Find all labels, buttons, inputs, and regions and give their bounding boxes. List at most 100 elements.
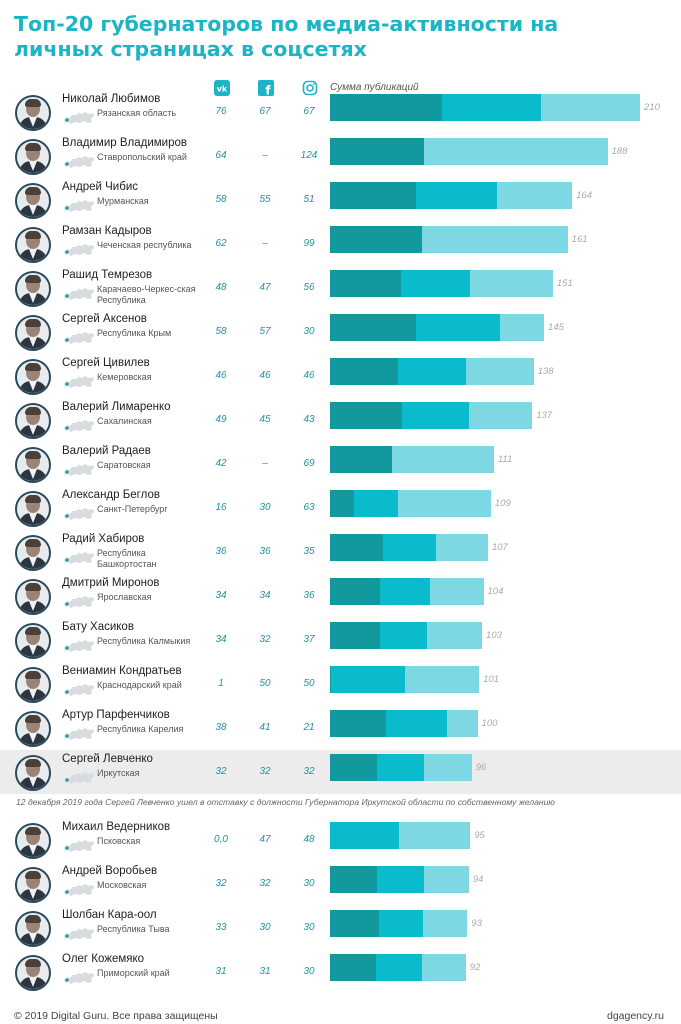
russia-map-icon [64, 244, 94, 256]
stacked-bar [330, 182, 573, 209]
avatar [15, 579, 51, 615]
instagram-count: 21 [303, 722, 315, 733]
svg-text:vk: vk [217, 85, 228, 94]
vk-bar-segment [330, 534, 384, 561]
svg-text:f: f [265, 84, 271, 97]
vk-count: 58 [215, 194, 227, 205]
facebook-bar-segment [415, 182, 497, 209]
vk-bar-segment [330, 710, 387, 737]
vk-count: 32 [215, 766, 227, 777]
instagram-count: 51 [303, 194, 315, 205]
governor-name: Дмитрий Миронов [62, 577, 160, 589]
governor-name: Рамзан Кадыров [62, 225, 152, 237]
facebook-bar-segment [383, 534, 437, 561]
instagram-count: 43 [303, 414, 315, 425]
instagram-bar-segment [427, 622, 483, 649]
avatar [15, 911, 51, 947]
governor-row: Рамзан Кадыров Чеченская республика 62 – 99 1… [0, 222, 681, 266]
instagram-bar-segment [446, 710, 478, 737]
stacked-bar [330, 710, 478, 737]
governor-name: Сергей Левченко [62, 753, 153, 765]
stacked-bar [330, 490, 491, 517]
governor-name: Андрей Воробьев [62, 865, 158, 877]
instagram-bar-segment [424, 754, 472, 781]
governor-row: Александр Беглов Санкт-Петербург 16 30 63 109 [0, 486, 681, 530]
russia-map-icon [64, 884, 94, 896]
vk-count: 38 [215, 722, 227, 733]
facebook-count: 32 [259, 878, 271, 889]
governor-region: Краснодарский край [97, 680, 182, 690]
facebook-bar-segment [380, 578, 431, 605]
instagram-bar-segment [436, 534, 488, 561]
instagram-bar-segment [405, 666, 480, 693]
governor-region: Рязанская область [97, 108, 177, 118]
governor-row: Рашид Темрезов Карачаево-Черкес-ская Респ… [0, 266, 681, 310]
facebook-bar-segment [400, 270, 471, 297]
stacked-bar [330, 534, 488, 561]
governor-region: Кемеровская [97, 372, 152, 382]
facebook-count: – [262, 238, 268, 249]
site-link[interactable]: dgagency.ru [606, 1010, 664, 1022]
governor-name: Радий Хабиров [62, 533, 145, 545]
russia-map-icon [64, 772, 94, 784]
russia-map-icon [64, 728, 94, 740]
russia-map-icon [64, 508, 94, 520]
governor-region: Саратовская [97, 460, 151, 470]
total-label: 96 [475, 762, 487, 773]
vk-bar-segment [330, 226, 422, 253]
stacked-bar [330, 666, 480, 693]
facebook-count: 30 [259, 502, 271, 513]
governor-region: Республика Тыва [97, 924, 170, 934]
avatar [15, 667, 51, 703]
facebook-bar-segment [377, 754, 425, 781]
governor-name: Бату Хасиков [62, 621, 134, 633]
avatar [15, 955, 51, 991]
governor-region: Московская [97, 880, 147, 890]
instagram-bar-segment [399, 822, 471, 849]
instagram-bar-segment [424, 866, 469, 893]
total-label: 104 [487, 586, 504, 597]
total-label: 138 [537, 366, 554, 377]
instagram-icon [302, 80, 318, 98]
vk-bar-segment [330, 866, 378, 893]
russia-map-icon [64, 640, 94, 652]
sum-column-label: Сумма публикаций [330, 82, 419, 93]
facebook-count: 47 [259, 282, 271, 293]
stacked-bar [330, 138, 608, 165]
governor-region: Псковская [97, 836, 141, 846]
governor-row: Радий Хабиров Республика Башкортостан 36 36… [0, 530, 681, 574]
instagram-count: 50 [303, 678, 315, 689]
avatar [15, 447, 51, 483]
governor-region: Карачаево-Черкес-ская Республика [97, 284, 196, 305]
instagram-count: 32 [303, 766, 315, 777]
facebook-bar-segment [375, 954, 422, 981]
vk-count: 36 [215, 546, 227, 557]
avatar [15, 227, 51, 263]
instagram-bar-segment [465, 358, 534, 385]
vk-bar-segment [330, 622, 381, 649]
avatar [15, 755, 51, 791]
page-title: Топ-20 губернаторов по медиа-активности … [14, 12, 559, 61]
total-label: 103 [486, 630, 502, 641]
governor-name: Шолбан Кара-оол [62, 909, 157, 921]
vk-bar-segment [330, 138, 425, 165]
facebook-bar-segment [353, 490, 398, 517]
facebook-count: 55 [259, 194, 271, 205]
facebook-bar-segment [377, 866, 425, 893]
russia-map-icon [64, 596, 94, 608]
vk-bar-segment [330, 754, 378, 781]
instagram-count: 37 [303, 634, 315, 645]
facebook-bar-segment [330, 822, 400, 849]
vk-count: 34 [215, 634, 227, 645]
governor-region: Ярославская [97, 592, 152, 602]
avatar [15, 623, 51, 659]
russia-map-icon [64, 420, 94, 432]
vk-count: 42 [215, 458, 227, 469]
instagram-bar-segment [397, 490, 491, 517]
stacked-bar [330, 358, 534, 385]
governor-region: Санкт-Петербург [97, 504, 168, 514]
total-label: 145 [548, 322, 564, 333]
facebook-count: 31 [259, 966, 271, 977]
total-label: 137 [536, 410, 553, 421]
instagram-count: 69 [303, 458, 315, 469]
